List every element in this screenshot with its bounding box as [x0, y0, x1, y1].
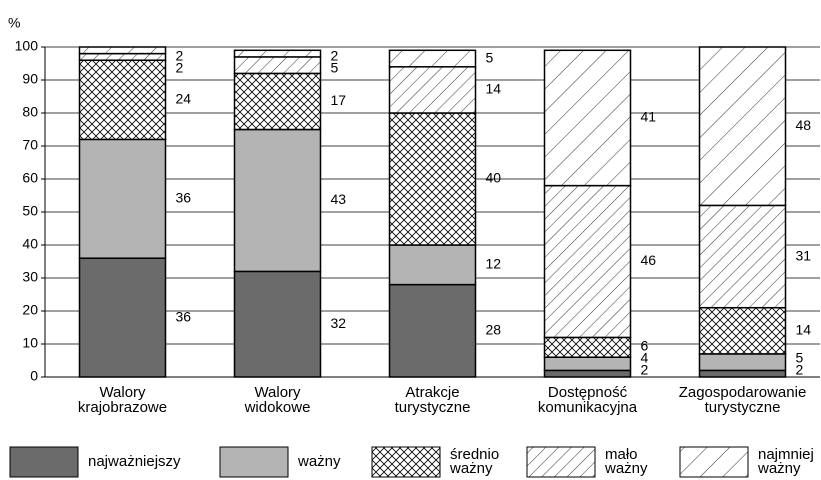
legend-label: najmniej ważny	[758, 446, 814, 477]
y-axis-label: %	[8, 15, 20, 31]
value-label: 48	[796, 117, 812, 133]
legend-swatch	[371, 446, 441, 478]
value-label: 14	[486, 81, 502, 97]
y-tick-label: 10	[22, 335, 38, 351]
value-label: 4	[641, 350, 649, 366]
bar-segment	[388, 66, 477, 114]
legend-swatch	[9, 446, 79, 478]
bar-segment	[543, 369, 632, 378]
value-label: 32	[331, 315, 347, 331]
bar-segment	[78, 52, 167, 61]
value-label: 36	[176, 308, 192, 324]
value-label: 2	[176, 60, 184, 76]
y-tick-label: 20	[22, 302, 38, 318]
value-label: 46	[641, 252, 657, 268]
legend-swatch	[526, 446, 596, 478]
y-tick-label: 0	[30, 368, 38, 384]
value-label: 5	[331, 60, 339, 76]
bar-segment	[388, 283, 477, 378]
legend-label: najważniejszy	[88, 453, 181, 470]
bar-segment	[233, 270, 322, 378]
x-tick-label: Zagospodarowanie turystyczne	[678, 384, 807, 416]
bar-segment	[543, 184, 632, 339]
bar-segment	[543, 49, 632, 187]
value-label: 6	[641, 338, 649, 354]
bar-segment	[388, 244, 477, 286]
bar-segment	[233, 128, 322, 273]
x-tick-label: Atrakcje turystyczne	[394, 384, 471, 416]
value-label: 2	[331, 48, 339, 64]
value-label: 2	[796, 362, 804, 378]
legend-swatch	[219, 446, 289, 478]
y-tick-label: 80	[22, 104, 38, 120]
x-tick-label: Dostępność komunikacyjna	[537, 384, 638, 416]
value-label: 14	[796, 322, 812, 338]
legend-label: ważny	[298, 453, 341, 470]
bar-segment	[698, 306, 787, 355]
value-label: 41	[641, 109, 657, 125]
value-label: 40	[486, 170, 502, 186]
y-tick-label: 60	[22, 170, 38, 186]
bar-segment	[78, 138, 167, 259]
legend-label: mało ważny	[605, 446, 648, 477]
value-label: 12	[486, 256, 502, 272]
bar-segment	[698, 353, 787, 372]
bar-segment	[698, 204, 787, 309]
y-tick-label: 90	[22, 71, 38, 87]
value-label: 36	[176, 190, 192, 206]
bar-segment	[388, 112, 477, 246]
y-tick-label: 40	[22, 236, 38, 252]
bar-segment	[78, 46, 167, 55]
value-label: 2	[176, 48, 184, 64]
value-label: 24	[176, 91, 192, 107]
y-tick-label: 70	[22, 137, 38, 153]
legend-swatch	[679, 446, 749, 478]
y-tick-label: 100	[15, 38, 39, 54]
bar-segment	[543, 336, 632, 358]
bar-segment	[698, 369, 787, 378]
bar-segment	[388, 49, 477, 68]
legend-label: średnio ważny	[450, 446, 500, 477]
y-tick-label: 30	[22, 269, 38, 285]
value-label: 43	[331, 191, 347, 207]
bar-segment	[233, 49, 322, 58]
bar-segment	[543, 356, 632, 372]
bar-segment	[233, 56, 322, 75]
value-label: 28	[486, 322, 502, 338]
value-label: 17	[331, 92, 347, 108]
bar-segment	[698, 46, 787, 207]
bar-segment	[78, 257, 167, 378]
x-tick-label: Walory krajobrazowe	[77, 384, 168, 416]
bar-segment	[233, 72, 322, 131]
value-label: 5	[796, 350, 804, 366]
value-label: 2	[641, 362, 649, 378]
value-label: 5	[486, 49, 494, 65]
bar-segment	[78, 59, 167, 141]
y-tick-label: 50	[22, 203, 38, 219]
value-label: 31	[796, 247, 812, 263]
x-tick-label: Walory widokowe	[244, 384, 311, 416]
